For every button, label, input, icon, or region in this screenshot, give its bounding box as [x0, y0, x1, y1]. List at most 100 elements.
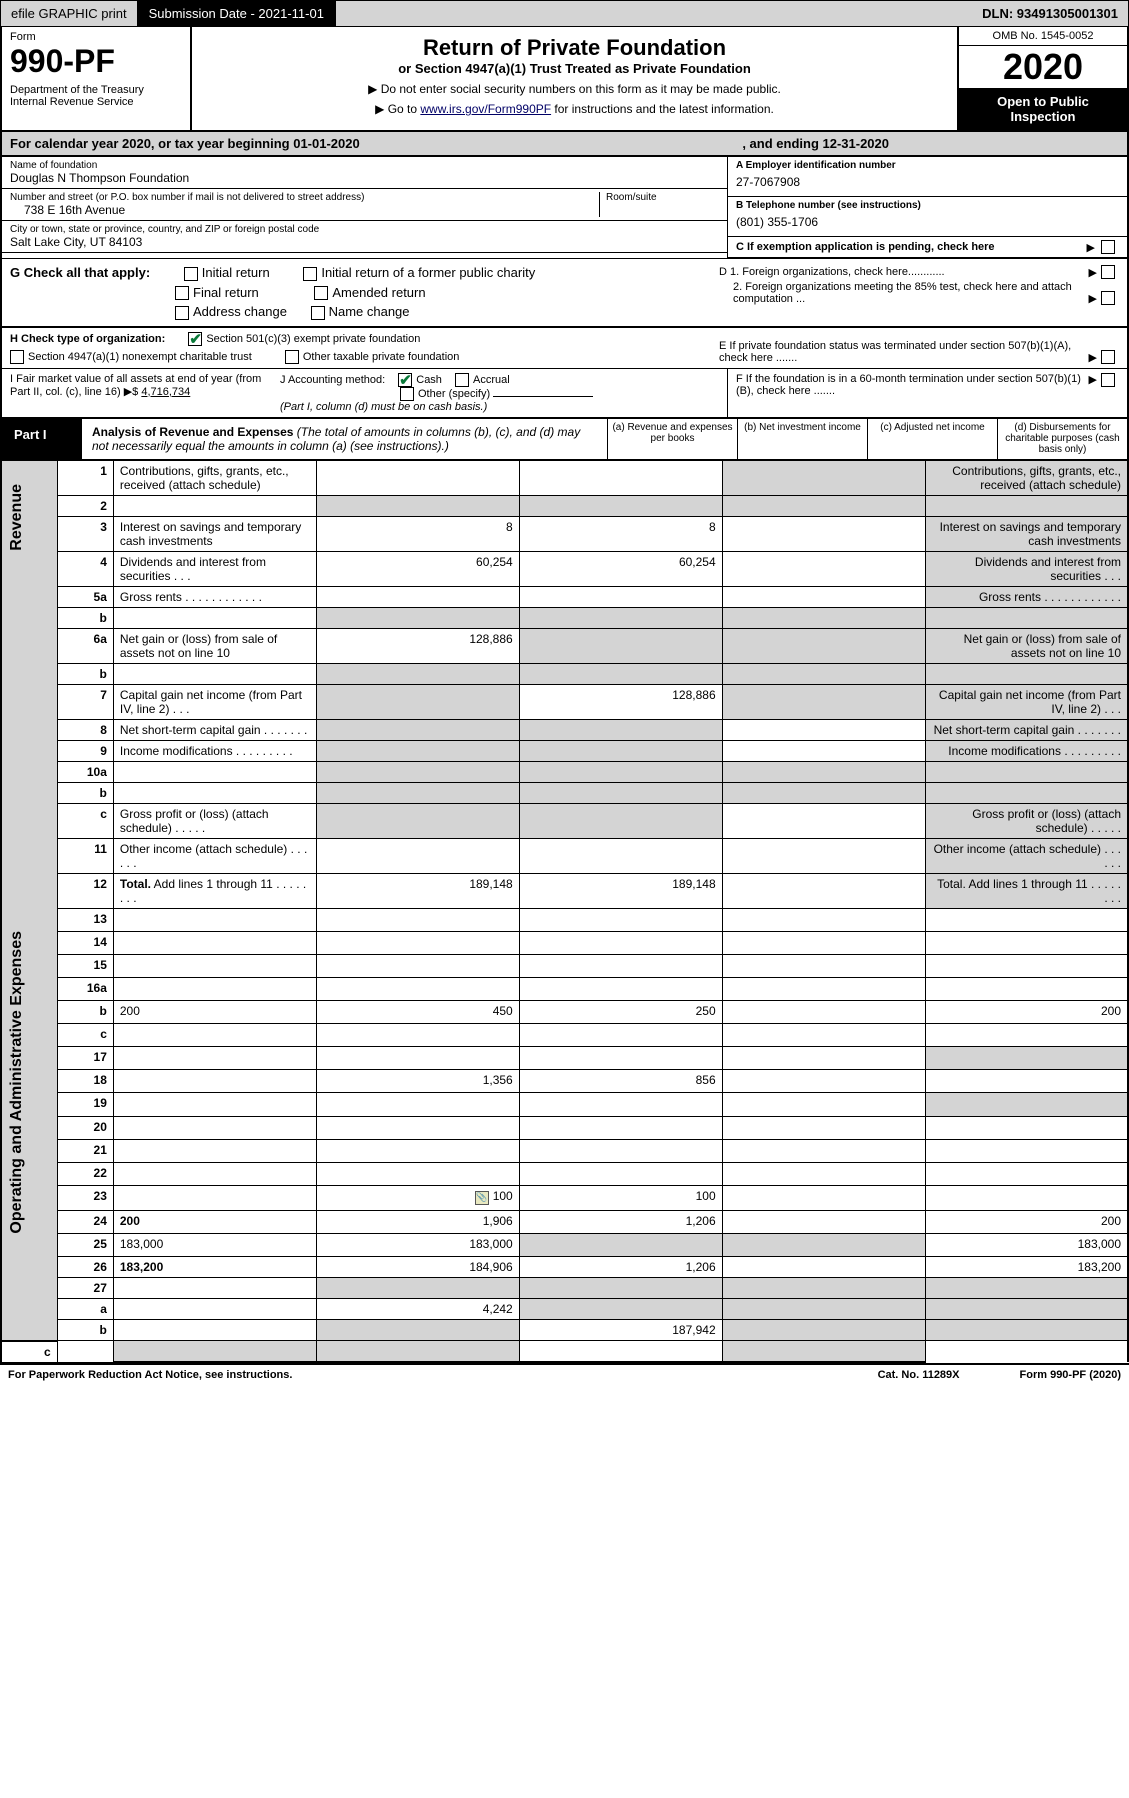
table-row: 17 [1, 1047, 1128, 1070]
table-row: c [1, 1024, 1128, 1047]
cell-d [925, 1139, 1128, 1162]
cell-a [316, 1162, 519, 1185]
row-desc [113, 1116, 316, 1139]
cell-a [316, 1116, 519, 1139]
cell-d: 200 [925, 1001, 1128, 1024]
side-revenue: Revenue [8, 464, 26, 571]
room-label: Room/suite [606, 192, 719, 203]
cell-d [925, 1047, 1128, 1070]
row-desc [113, 607, 316, 628]
cell-b [519, 607, 722, 628]
cell-b [519, 663, 722, 684]
table-row: 242001,9061,206200 [1, 1211, 1128, 1234]
cell-a: 60,254 [316, 551, 519, 586]
cell-a [316, 761, 519, 782]
chk-final[interactable] [175, 286, 189, 300]
cell-c [722, 551, 925, 586]
dln: DLN: 93491305001301 [972, 1, 1128, 26]
table-row: 25183,000183,000183,000 [1, 1234, 1128, 1257]
cell-d [925, 1070, 1128, 1093]
chk-d2[interactable] [1101, 291, 1115, 305]
chk-initial-former[interactable] [303, 267, 317, 281]
note-prefix: ▶ Go to [375, 102, 420, 116]
row-desc [113, 1320, 316, 1341]
row-num: 23 [57, 1185, 113, 1210]
chk-d1[interactable] [1101, 265, 1115, 279]
cell-c [722, 1116, 925, 1139]
row-desc [113, 1047, 316, 1070]
row-num: 20 [57, 1116, 113, 1139]
chk-other-method[interactable] [400, 387, 414, 401]
row-desc: 183,200 [113, 1257, 316, 1278]
cell-a [316, 803, 519, 838]
cell-b [519, 1234, 722, 1257]
cell-d [925, 931, 1128, 954]
part1-label: Part I [2, 419, 82, 459]
efile-label[interactable]: efile GRAPHIC print [1, 1, 139, 26]
cell-c [722, 1047, 925, 1070]
chk-accrual[interactable] [455, 373, 469, 387]
cell-d: Interest on savings and temporary cash i… [925, 516, 1128, 551]
cell-c [722, 803, 925, 838]
chk-amended[interactable] [314, 286, 328, 300]
c-checkbox[interactable] [1101, 240, 1115, 254]
row-num: 14 [57, 931, 113, 954]
city-state-zip: Salt Lake City, UT 84103 [10, 235, 719, 249]
cell-a: 1,906 [316, 1211, 519, 1234]
table-row: 23📎100100 [1, 1185, 1128, 1210]
row-num: 18 [57, 1070, 113, 1093]
cell-c [722, 1024, 925, 1047]
cell-d [925, 954, 1128, 977]
footer-center: Cat. No. 11289X [878, 1369, 960, 1381]
chk-501c3[interactable] [188, 332, 202, 346]
chk-initial[interactable] [184, 267, 198, 281]
row-desc [113, 977, 316, 1000]
row-num: 12 [57, 873, 113, 908]
irs-link[interactable]: www.irs.gov/Form990PF [420, 102, 551, 116]
chk-addr-change[interactable] [175, 306, 189, 320]
cell-c [722, 719, 925, 740]
table-row: 16a [1, 977, 1128, 1000]
chk-cash[interactable] [398, 373, 412, 387]
row-desc [57, 1341, 113, 1363]
j-label: J Accounting method: [280, 374, 385, 386]
row-num: 21 [57, 1139, 113, 1162]
cell-a [316, 977, 519, 1000]
row-desc: Capital gain net income (from Part IV, l… [113, 684, 316, 719]
chk-4947[interactable] [10, 350, 24, 364]
cell-d [925, 607, 1128, 628]
cell-c [722, 663, 925, 684]
row-num: a [57, 1299, 113, 1320]
chk-e[interactable] [1101, 350, 1115, 364]
cell-b: 128,886 [519, 684, 722, 719]
cell-d [925, 1278, 1128, 1299]
cell-c [722, 908, 925, 931]
row-desc: Other income (attach schedule) . . . . .… [113, 838, 316, 873]
table-row: b200450250200 [1, 1001, 1128, 1024]
col-b-hdr: (b) Net investment income [737, 419, 867, 459]
row-num: 19 [57, 1093, 113, 1116]
lbl-cash: Cash [416, 374, 442, 386]
table-row: 6aNet gain or (loss) from sale of assets… [1, 628, 1128, 663]
form-title: Return of Private Foundation [200, 35, 949, 61]
cell-c [519, 1341, 722, 1363]
cell-b [519, 740, 722, 761]
chk-name-change[interactable] [311, 306, 325, 320]
cell-d [925, 495, 1128, 516]
row-num: 10a [57, 761, 113, 782]
table-row: b [1, 607, 1128, 628]
top-bar: efile GRAPHIC print Submission Date - 20… [0, 0, 1129, 27]
chk-other-taxable[interactable] [285, 350, 299, 364]
cell-c [722, 1257, 925, 1278]
attachment-icon[interactable]: 📎 [475, 1191, 489, 1205]
cell-c [722, 1070, 925, 1093]
dept-treasury: Department of the Treasury Internal Reve… [10, 84, 182, 108]
submission-date: Submission Date - 2021-11-01 [139, 1, 336, 26]
chk-f[interactable] [1101, 373, 1115, 387]
row-num: c [1, 1341, 57, 1363]
cell-c [722, 1320, 925, 1341]
row-desc: Gross profit or (loss) (attach schedule)… [113, 803, 316, 838]
col-d-hdr: (d) Disbursements for charitable purpose… [997, 419, 1127, 459]
cell-b [519, 782, 722, 803]
cell-d: Capital gain net income (from Part IV, l… [925, 684, 1128, 719]
